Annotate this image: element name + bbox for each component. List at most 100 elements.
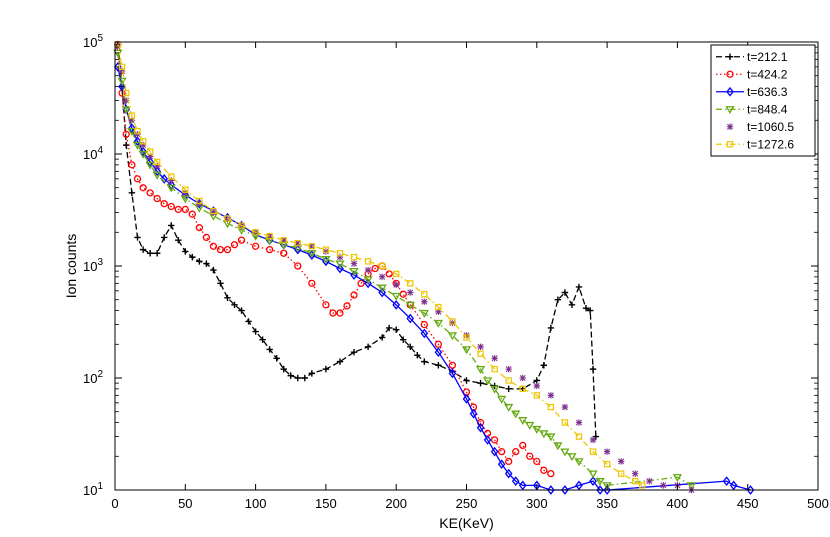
data-point [547,485,555,495]
series-2 [113,61,755,495]
data-point [385,270,393,278]
data-point [512,447,520,456]
data-point [449,318,456,325]
data-point [294,239,301,247]
data-point [448,368,457,379]
data-point [589,476,597,486]
data-point [273,355,280,362]
y-tick-label-exponent: 3 [97,257,103,268]
data-point [280,236,287,244]
data-point [210,209,217,216]
legend-marker-swatch [726,123,734,130]
legend-item: t=1060.5 [726,120,794,134]
data-point [223,245,232,254]
series-layer [113,40,755,495]
y-tick-label-exponent: 4 [97,145,103,156]
data-point [420,320,428,329]
x-tick-label: 200 [385,496,407,511]
data-point [477,379,484,387]
data-point [335,260,345,269]
data-point [252,229,259,236]
data-point [385,324,393,332]
data-point [575,419,583,426]
data-point [421,358,428,365]
data-point [463,377,470,384]
data-point [476,422,485,433]
data-point [259,336,266,343]
data-point [729,480,738,491]
data-point [722,476,731,486]
data-point [547,469,555,478]
data-point [196,258,203,265]
data-point [519,441,527,450]
data-point [746,485,755,495]
data-point [238,307,245,314]
data-point [174,205,182,214]
y-tick-label-base: 10 [83,147,97,162]
data-point [175,236,182,244]
y-tick-label: 105 [83,33,103,50]
legend-marker-swatch [725,106,735,115]
legend-marker-swatch [726,53,734,60]
data-point [307,250,317,259]
data-point [139,184,147,192]
data-point [533,377,540,384]
data-point [391,292,401,301]
data-point [491,365,498,373]
x-tick-label: 450 [737,496,759,511]
data-point [336,309,344,317]
y-tick-label: 102 [83,369,103,386]
data-point [449,319,456,327]
legend-item: t=212.1 [716,50,788,64]
data-point [589,365,597,373]
data-point [230,241,239,249]
data-point [301,374,309,382]
y-tick-label-base: 10 [83,371,97,386]
data-point [350,348,358,356]
data-point [378,262,386,270]
data-point [546,433,556,442]
data-point [322,301,330,309]
data-point [575,433,583,440]
data-point [392,299,401,310]
data-point [632,470,639,477]
data-point [364,343,372,350]
data-point [188,210,196,218]
x-tick-label: 100 [245,496,267,511]
data-point [575,283,583,291]
data-point [483,435,492,445]
data-point [168,177,175,184]
data-point [224,216,231,223]
data-point [603,485,611,495]
data-point [123,89,130,97]
data-point [189,253,196,261]
data-point [210,207,217,215]
data-point [435,308,442,316]
data-point [574,458,584,467]
data-point [378,287,386,298]
data-point [336,250,344,257]
data-point [596,485,604,495]
data-point [489,385,500,394]
data-point [421,298,428,305]
data-point [167,202,175,211]
series-1 [114,40,555,478]
data-point [582,304,590,312]
series-line [117,44,552,475]
data-point [414,351,421,359]
data-point [322,365,330,373]
legend-label: t=848.4 [747,102,788,116]
data-point [266,232,273,240]
series-line [117,44,643,486]
data-point [672,474,683,483]
legend-label: t=424.2 [747,67,788,81]
data-point [377,284,387,293]
data-point [378,334,386,341]
data-point [146,153,154,160]
data-point [407,280,414,287]
data-point [252,328,259,335]
data-point [134,234,141,241]
data-point [561,403,569,411]
data-point [547,324,555,332]
